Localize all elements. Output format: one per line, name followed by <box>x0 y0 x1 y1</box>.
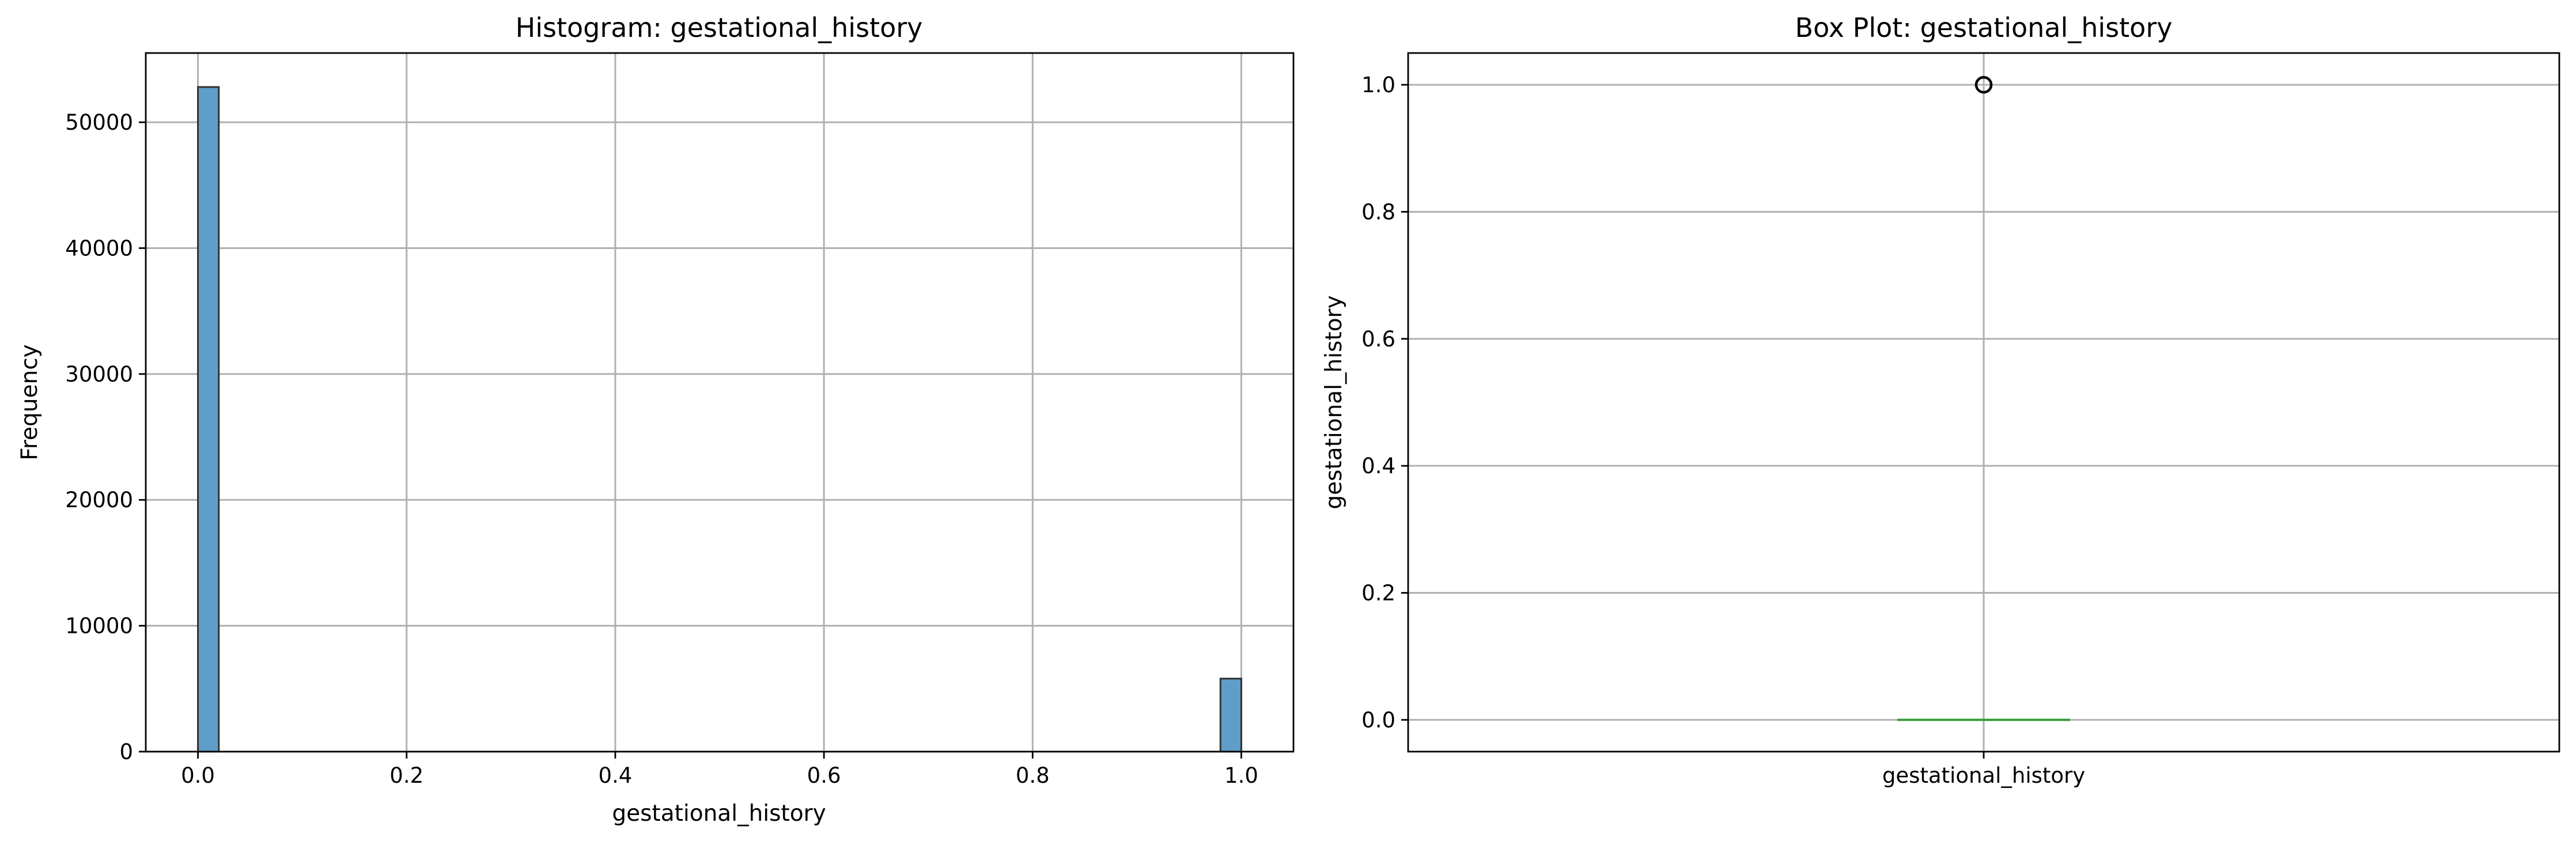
histogram-y-tick-label: 0 <box>119 740 133 764</box>
histogram-x-tick-label: 0.8 <box>1016 763 1050 788</box>
histogram-y-axis-label: Frequency <box>17 344 43 460</box>
histogram-x-tick-label: 0.2 <box>389 763 423 788</box>
histogram-bars <box>197 86 1242 753</box>
histogram-grid <box>146 53 1293 753</box>
boxplot-y-tick-label: 0.8 <box>1361 199 1395 224</box>
boxplot-y-tick-label: 0.0 <box>1361 708 1395 733</box>
histogram-title: Histogram: gestational_history <box>516 12 923 43</box>
histogram-panel: Histogram: gestational_history 0.0 0.2 0.4… <box>17 12 1295 827</box>
histogram-x-tick-label: 0.4 <box>598 763 632 788</box>
boxplot-x-ticks: gestational_history <box>1882 752 2085 788</box>
boxplot-y-axis-label: gestational_history <box>1321 295 1347 509</box>
histogram-y-tick-label: 10000 <box>65 614 133 639</box>
histogram-y-tick-label: 30000 <box>65 362 133 387</box>
histogram-y-tick-label: 40000 <box>65 236 133 261</box>
histogram-bar <box>197 86 220 753</box>
boxplot-y-ticks: 0.0 0.2 0.4 0.6 0.8 1.0 <box>1361 73 1408 733</box>
boxplot-y-tick-label: 1.0 <box>1361 73 1395 97</box>
histogram-y-tick-label: 50000 <box>65 110 133 135</box>
boxplot-outlier-point <box>1974 76 1993 94</box>
boxplot-grid <box>1408 53 2559 752</box>
histogram-y-tick-label: 20000 <box>65 488 133 512</box>
histogram-x-tick-label: 1.0 <box>1224 763 1258 788</box>
boxplot-category-label: gestational_history <box>1882 763 2085 788</box>
histogram-y-ticks: 0 10000 20000 30000 40000 50000 <box>65 110 146 764</box>
histogram-x-tick-label: 0.0 <box>181 763 215 788</box>
boxplot-y-tick-label: 0.4 <box>1361 454 1395 478</box>
histogram-bar <box>1219 677 1242 753</box>
boxplot-marks <box>1897 76 2070 721</box>
boxplot-y-tick-label: 0.6 <box>1361 327 1395 352</box>
histogram-x-tick-label: 0.6 <box>807 763 841 788</box>
boxplot-title: Box Plot: gestational_history <box>1795 12 2173 43</box>
boxplot-y-tick-label: 0.2 <box>1361 581 1395 606</box>
boxplot-panel: Box Plot: gestational_history gestationa… <box>1321 12 2560 788</box>
histogram-x-ticks: 0.0 0.2 0.4 0.6 0.8 1.0 <box>181 752 1258 788</box>
histogram-x-axis-label: gestational_history <box>612 801 826 827</box>
histogram-axes-frame <box>145 52 1295 753</box>
